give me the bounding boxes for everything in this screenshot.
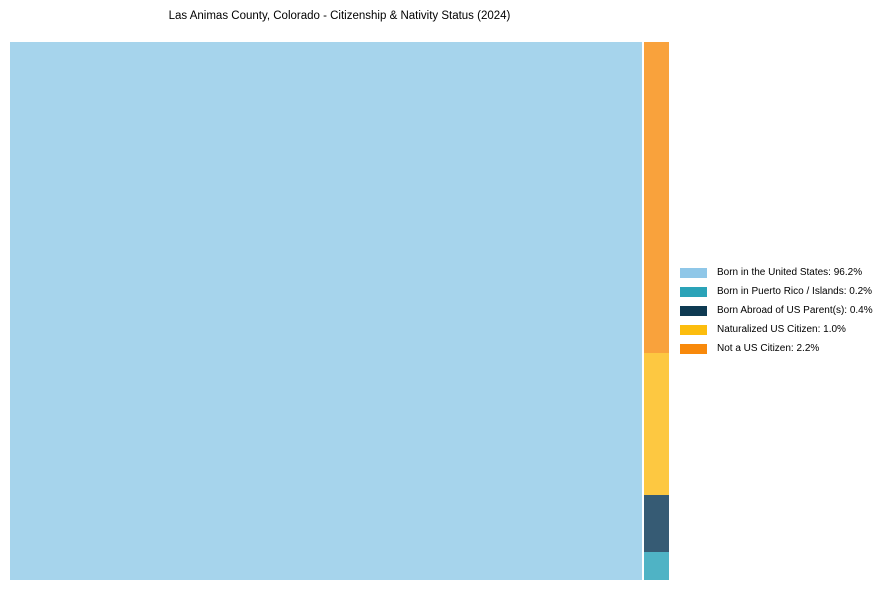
- legend-swatch-puerto-rico: [680, 286, 707, 297]
- legend-label-born-us: Born in the United States: 96.2%: [717, 266, 863, 278]
- legend-label-born-abroad: Born Abroad of US Parent(s): 0.4%: [717, 304, 873, 316]
- chart-title: Las Animas County, Colorado - Citizenshi…: [168, 10, 511, 22]
- legend-swatch-born-us: [680, 267, 707, 278]
- legend-row-born-abroad: Born Abroad of US Parent(s): 0.4%: [680, 301, 873, 320]
- legend-label-puerto-rico: Born in Puerto Rico / Islands: 0.2%: [717, 285, 873, 297]
- legend-swatch-born-abroad: [680, 305, 707, 316]
- treemap-minor-strip: [644, 42, 669, 580]
- treemap-rect-puerto-rico: [644, 551, 669, 580]
- treemap-rect-born-in-the-united-states: [10, 42, 643, 580]
- legend: Born in the United States: 96.2% Born in …: [680, 263, 873, 358]
- legend-row-born-us: Born in the United States: 96.2%: [680, 263, 873, 282]
- legend-swatch-not-citizen: [680, 343, 707, 354]
- treemap-plot: [10, 42, 669, 580]
- legend-row-not-citizen: Not a US Citizen: 2.2%: [680, 339, 873, 358]
- legend-row-puerto-rico: Born in Puerto Rico / Islands: 0.2%: [680, 282, 873, 301]
- legend-swatch-naturalized: [680, 324, 707, 335]
- legend-label-naturalized: Naturalized US Citizen: 1.0%: [717, 323, 846, 335]
- legend-label-not-citizen: Not a US Citizen: 2.2%: [717, 342, 820, 354]
- legend-row-naturalized: Naturalized US Citizen: 1.0%: [680, 320, 873, 339]
- treemap-rect-born-abroad: [644, 495, 669, 552]
- treemap-rect-naturalized: [644, 353, 669, 496]
- treemap-rect-not-citizen: [644, 42, 669, 354]
